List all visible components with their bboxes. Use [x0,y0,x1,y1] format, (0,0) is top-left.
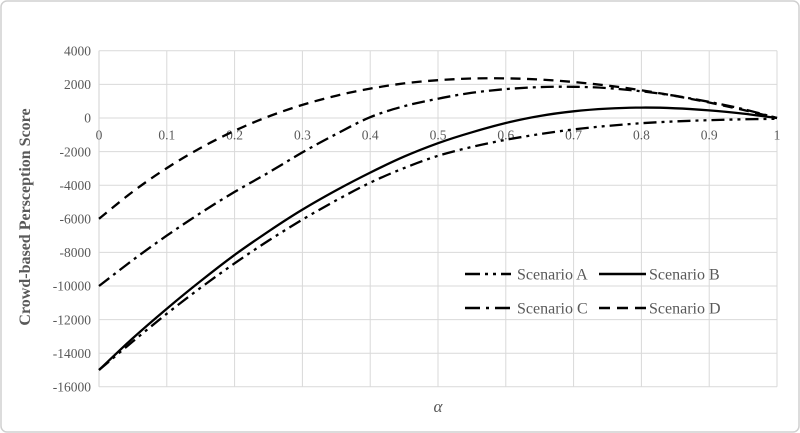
y-tick-label: -4000 [60,178,92,193]
series-line-scenario-a [98,117,778,371]
x-tick-label: 0.1 [158,128,175,143]
x-tick-label: 1 [774,128,781,143]
legend-label-scenario-b: Scenario B [649,267,720,284]
x-tick-label: 0.6 [497,128,514,143]
y-tick-label: -14000 [53,346,91,361]
plot-area: 4000 2000 0 -2000 -4000 -6000 -8000 -10000 -1200… [53,44,781,395]
legend-item-scenario-c: Scenario C [465,301,588,318]
y-tick-label: -12000 [53,312,91,327]
y-tick-label: -6000 [60,212,92,227]
series-line-scenario-b [98,106,778,371]
x-tick-label: 0.3 [294,128,311,143]
series-line-scenario-c [98,85,778,287]
y-tick-label: -2000 [60,144,92,159]
x-tick-label: 0.2 [226,128,243,143]
legend-item-scenario-a: Scenario A [465,267,588,284]
x-tick-label: 0.7 [565,128,582,143]
y-tick-label: -8000 [60,245,92,260]
legend: Scenario A Scenario B Scenario C Scenari… [465,267,721,318]
series-lines [98,77,778,371]
y-tick-labels: 4000 2000 0 -2000 -4000 -6000 -8000 -10000 -1200… [53,44,92,395]
y-tick-label: -16000 [53,380,91,395]
x-axis-title: α [434,397,444,416]
x-tick-label: 0.8 [633,128,650,143]
legend-item-scenario-d: Scenario D [599,301,721,318]
x-tick-labels: 0 0.1 0.2 0.3 0.4 0.5 0.6 0.7 0.8 0.9 1 [96,128,781,143]
series-line-scenario-d [98,77,778,220]
x-tick-label: 0.5 [430,128,447,143]
x-tick-label: 0.9 [701,128,718,143]
legend-item-scenario-b: Scenario B [599,267,720,284]
legend-label-scenario-d: Scenario D [649,301,721,318]
y-tick-label: 0 [84,111,91,126]
y-tick-label: 2000 [64,77,91,92]
legend-label-scenario-a: Scenario A [517,267,588,284]
gridlines [98,50,778,388]
legend-label-scenario-c: Scenario C [517,301,588,318]
y-axis-title: Crowd-based Persception Score [17,108,34,325]
y-tick-label: -10000 [53,279,91,294]
x-tick-label: 0.4 [362,128,379,143]
y-tick-label: 4000 [64,44,91,59]
x-tick-label: 0 [96,128,103,143]
